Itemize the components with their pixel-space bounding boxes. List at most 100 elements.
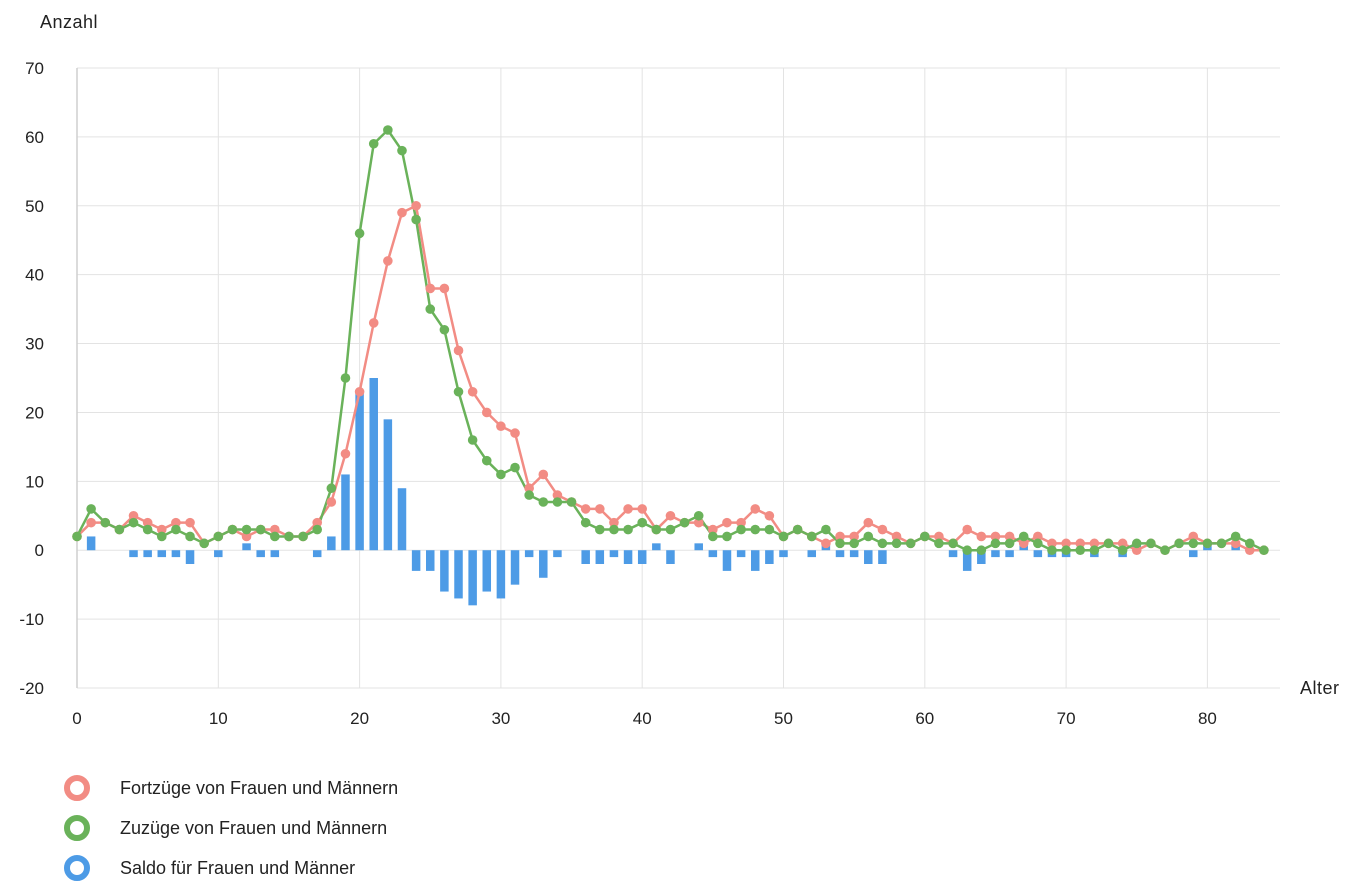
saldo-bar xyxy=(143,550,152,558)
legend-item-saldo[interactable]: Saldo für Frauen und Männer xyxy=(64,848,398,888)
fortzuege-point xyxy=(1089,538,1100,549)
zuzuege-line xyxy=(75,128,1265,552)
zuzuege-point xyxy=(990,538,1001,549)
y-tick-label: 60 xyxy=(25,128,44,147)
fortzuege-point xyxy=(185,517,195,528)
zuzuege-point xyxy=(467,435,478,445)
zuzuege-point xyxy=(241,524,252,535)
saldo-bar xyxy=(426,550,435,571)
zuzuege-point xyxy=(920,531,930,542)
zuzuege-point xyxy=(171,524,181,535)
fortzuege-point xyxy=(976,531,987,542)
fortzuege-point xyxy=(877,524,888,535)
tick-labels: 70 60 50 40 30 20 10 0 -10 -20 0 10 20 30 40 50 60 70 80 xyxy=(19,59,1216,728)
saldo-bar xyxy=(157,550,167,558)
fortzuege-point xyxy=(722,517,732,528)
zuzuege-point xyxy=(312,524,323,535)
saldo-bar xyxy=(553,550,562,558)
fortzuege-point xyxy=(1117,538,1128,549)
legend-label-zuzuege: Zuzüge von Frauen und Männern xyxy=(120,817,388,838)
x-tick-label: 60 xyxy=(915,709,934,728)
fortzuege-point xyxy=(538,469,549,480)
fortzuege-point xyxy=(580,504,591,514)
zuzuege-point xyxy=(580,517,591,528)
fortzuege-point xyxy=(849,531,859,542)
zuzuege-point xyxy=(538,497,549,507)
saldo-bar xyxy=(312,550,322,558)
fortzuege-point xyxy=(750,504,761,514)
fortzuege-point xyxy=(934,531,944,542)
saldo-bar xyxy=(736,550,746,558)
fortzuege-point xyxy=(368,318,379,328)
zuzuege-point xyxy=(453,386,464,397)
saldo-bar xyxy=(1033,550,1043,558)
zuzuege-point xyxy=(142,524,153,535)
saldo-bar xyxy=(270,550,280,558)
fortzuege-point xyxy=(693,517,704,528)
x-tick-label: 50 xyxy=(774,709,793,728)
zuzuege-point xyxy=(510,462,520,473)
saldo-bar xyxy=(595,550,605,564)
fortzuege-point xyxy=(510,428,520,438)
saldo-bar xyxy=(623,550,633,564)
fortzuege-point xyxy=(453,345,464,356)
saldo-bar xyxy=(327,536,336,551)
saldo-bar xyxy=(482,550,492,592)
zuzuege-point xyxy=(72,531,82,542)
fortzuege-point xyxy=(595,504,605,514)
saldo-bar xyxy=(581,550,590,564)
saldo-bar xyxy=(524,550,534,558)
zuzuege-point xyxy=(481,455,492,466)
saldo-bar xyxy=(171,550,181,558)
fortzuege-point xyxy=(156,524,167,535)
zuzuege-point xyxy=(270,531,280,542)
zuzuege-point xyxy=(863,531,874,542)
zuzuege-point xyxy=(948,538,958,549)
zuzuege-point xyxy=(792,524,803,535)
zuzuege-point xyxy=(566,497,577,507)
fortzuege-point xyxy=(1131,545,1142,556)
zuzuege-point xyxy=(1146,538,1156,549)
zuzuege-point xyxy=(665,524,676,535)
saldo-bar xyxy=(341,474,350,551)
fortzuege-point xyxy=(354,386,365,397)
legend-item-fortzuege[interactable]: Fortzüge von Frauen und Männern xyxy=(64,768,398,808)
saldo-bar xyxy=(807,550,817,558)
zuzuege-point xyxy=(1230,531,1241,542)
saldo-bar xyxy=(637,550,647,564)
zuzuege-point xyxy=(86,504,96,514)
fortzuege-point xyxy=(1033,531,1043,542)
fortzuege-point xyxy=(312,517,323,528)
saldo-bar xyxy=(750,550,760,571)
zuzuege-point xyxy=(1131,538,1142,549)
zuzuege-point xyxy=(934,538,944,549)
fortzuege-point xyxy=(439,283,450,294)
fortzuege-point xyxy=(665,510,676,521)
saldo-bar xyxy=(510,550,520,585)
fortzuege-point xyxy=(835,531,845,542)
fortzuege-point xyxy=(171,517,181,528)
zuzuege-point xyxy=(877,538,888,549)
fortzuege-point xyxy=(821,538,831,549)
fortzuege-point xyxy=(326,497,337,507)
zuzuege-point xyxy=(849,538,859,549)
saldo-bar xyxy=(214,550,223,558)
zuzuege-point xyxy=(383,125,393,135)
saldo-bar xyxy=(369,378,378,551)
line-points xyxy=(72,125,1269,556)
fortzuege-point xyxy=(496,421,506,432)
fortzuege-point xyxy=(736,517,746,528)
fortzuege-point xyxy=(1188,531,1199,542)
zuzuege-point xyxy=(340,373,351,383)
legend-item-zuzuege[interactable]: Zuzüge von Frauen und Männern xyxy=(64,808,398,848)
zuzuege-point xyxy=(425,304,436,314)
fortzuege-point xyxy=(425,283,436,294)
zuzuege-point xyxy=(1188,538,1199,549)
saldo-bar xyxy=(722,550,732,571)
fortzuege-point xyxy=(411,200,421,211)
fortzuege-point xyxy=(764,510,775,521)
zuzuege-point xyxy=(255,524,266,535)
x-tick-label: 20 xyxy=(350,709,369,728)
saldo-bar xyxy=(256,550,265,558)
fortzuege-point xyxy=(86,517,96,528)
